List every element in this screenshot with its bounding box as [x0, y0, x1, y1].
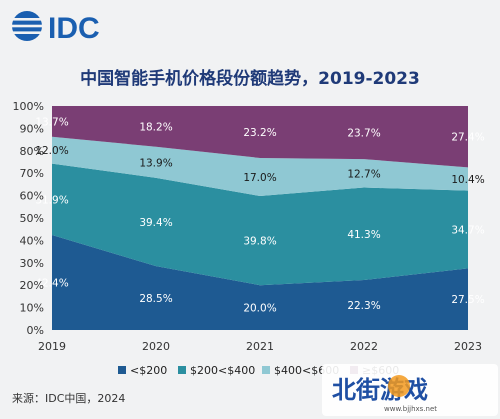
legend-label: <$200 — [130, 364, 167, 377]
legend-swatch — [178, 366, 186, 374]
data-label: 12.7% — [347, 168, 380, 180]
data-label: 27.5% — [451, 294, 484, 306]
data-label: 42.4% — [35, 278, 68, 290]
data-label: 41.3% — [347, 229, 380, 241]
y-tick-label: 60% — [20, 190, 44, 203]
chart-title: 中国智能手机价格段份额趋势，2019-2023 — [80, 69, 420, 89]
source-note: 来源：IDC中国，2024 — [12, 392, 126, 405]
data-label: 20.0% — [243, 303, 276, 315]
data-label: 27.4% — [451, 132, 484, 144]
x-tick-label: 2019 — [38, 340, 66, 353]
area-series-4 — [52, 106, 468, 168]
y-tick-label: 80% — [20, 145, 44, 158]
watermark-text: 北街游戏 — [332, 376, 428, 404]
logo-text: IDC — [48, 12, 100, 44]
data-label: 39.8% — [243, 236, 276, 248]
y-tick-label: 90% — [20, 122, 44, 135]
area-series-1 — [52, 235, 468, 330]
y-tick-label: 20% — [20, 279, 44, 292]
data-label: 23.7% — [347, 128, 380, 140]
x-tick-label: 2020 — [142, 340, 170, 353]
x-tick-label: 2023 — [454, 340, 482, 353]
data-label: 23.2% — [243, 127, 276, 139]
legend-swatch — [118, 366, 126, 374]
legend-item-1: <$200 — [118, 364, 167, 377]
data-label: 28.5% — [139, 293, 172, 305]
data-label: 31.9% — [35, 194, 68, 206]
x-tick-label: 2021 — [246, 340, 274, 353]
y-tick-label: 0% — [27, 324, 44, 337]
data-label: 13.9% — [139, 157, 172, 169]
legend-label: $200<$400 — [190, 364, 255, 377]
idc-logo: IDC — [12, 11, 100, 44]
data-label: 34.7% — [451, 225, 484, 237]
y-tick-label: 100% — [13, 100, 44, 113]
y-tick-label: 40% — [20, 234, 44, 247]
y-tick-label: 70% — [20, 167, 44, 180]
data-label: 12.0% — [35, 145, 68, 157]
y-tick-label: 30% — [20, 257, 44, 270]
legend-swatch — [262, 366, 270, 374]
area-series-2 — [52, 163, 468, 286]
y-tick-label: 10% — [20, 302, 44, 315]
watermark-url: www.bjjhxs.net — [384, 405, 437, 413]
data-label: 39.4% — [139, 217, 172, 229]
data-label: 13.7% — [35, 116, 68, 128]
data-label: 10.4% — [451, 174, 484, 186]
data-label: 18.2% — [139, 121, 172, 133]
globe-icon — [12, 11, 42, 41]
y-tick-label: 50% — [20, 212, 44, 225]
data-label: 22.3% — [347, 300, 380, 312]
area-series-3 — [52, 136, 468, 197]
legend-item-2: $200<$400 — [178, 364, 255, 377]
x-tick-label: 2022 — [350, 340, 378, 353]
data-label: 17.0% — [243, 172, 276, 184]
watermark: 北街游戏 www.bjjhxs.net — [322, 364, 498, 416]
watermark-sun-icon — [388, 375, 410, 397]
